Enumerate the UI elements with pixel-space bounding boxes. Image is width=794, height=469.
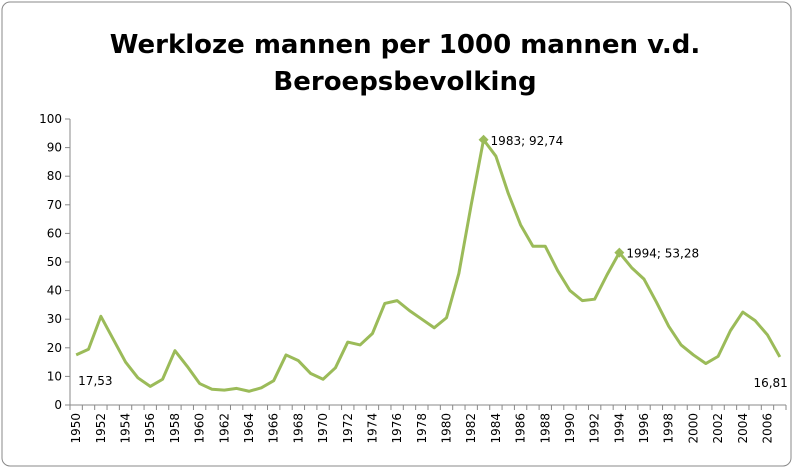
y-tick-label: 90 — [47, 141, 62, 155]
data-line — [75, 138, 782, 393]
x-tick-label: 1998 — [662, 413, 676, 444]
y-tick-label: 30 — [47, 312, 62, 326]
data-label: 1994; 53,28 — [626, 247, 699, 261]
x-tick-label: 1954 — [119, 413, 133, 444]
data-marker — [478, 134, 489, 145]
y-tick-label: 60 — [47, 226, 62, 240]
x-tick-label: 1950 — [69, 413, 83, 444]
y-tick-label: 20 — [47, 341, 62, 355]
x-tick-label: 1974 — [365, 413, 379, 444]
y-tick-label: 70 — [47, 198, 62, 212]
x-tick-label: 2004 — [736, 413, 750, 444]
data-label: 16,81 — [753, 376, 787, 390]
x-tick-label: 1966 — [267, 413, 281, 444]
y-tick-label: 0 — [54, 398, 62, 412]
y-tick-label: 50 — [47, 255, 62, 269]
x-tick-label: 1996 — [637, 413, 651, 444]
y-tick-label: 80 — [47, 169, 62, 183]
x-tick-label: 1964 — [242, 413, 256, 444]
y-tick-label: 100 — [39, 112, 62, 126]
y-tick-label: 40 — [47, 284, 62, 298]
chart-title: Werkloze mannen per 1000 mannen v.d. — [110, 30, 701, 60]
x-tick-label: 1968 — [291, 413, 305, 444]
x-tick-label: 1972 — [341, 413, 355, 444]
y-tick-label: 10 — [47, 369, 62, 383]
data-label: 17,53 — [78, 374, 112, 388]
x-tick-label: 2000 — [686, 413, 700, 444]
x-tick-label: 1988 — [538, 413, 552, 444]
x-tick-label: 1990 — [563, 413, 577, 444]
x-tick-label: 1976 — [390, 413, 404, 444]
x-tick-label: 1952 — [94, 413, 108, 444]
x-tick-label: 1982 — [464, 413, 478, 444]
x-tick-label: 1958 — [168, 413, 182, 444]
data-label: 1983; 92,74 — [491, 134, 564, 148]
x-tick-label: 2006 — [760, 413, 774, 444]
x-tick-label: 2002 — [711, 413, 725, 444]
x-tick-label: 1962 — [217, 413, 231, 444]
x-tick-label: 1986 — [514, 413, 528, 444]
data-marker — [614, 247, 625, 258]
x-tick-label: 1980 — [440, 413, 454, 444]
x-tick-label: 1956 — [143, 413, 157, 444]
x-tick-label: 1992 — [588, 413, 602, 444]
x-tick-label: 1984 — [489, 413, 503, 444]
x-tick-label: 1978 — [415, 413, 429, 444]
x-tick-label: 1960 — [193, 413, 207, 444]
chart-title: Beroepsbevolking — [273, 67, 536, 97]
x-tick-label: 1970 — [316, 413, 330, 444]
x-tick-label: 1994 — [612, 413, 626, 444]
